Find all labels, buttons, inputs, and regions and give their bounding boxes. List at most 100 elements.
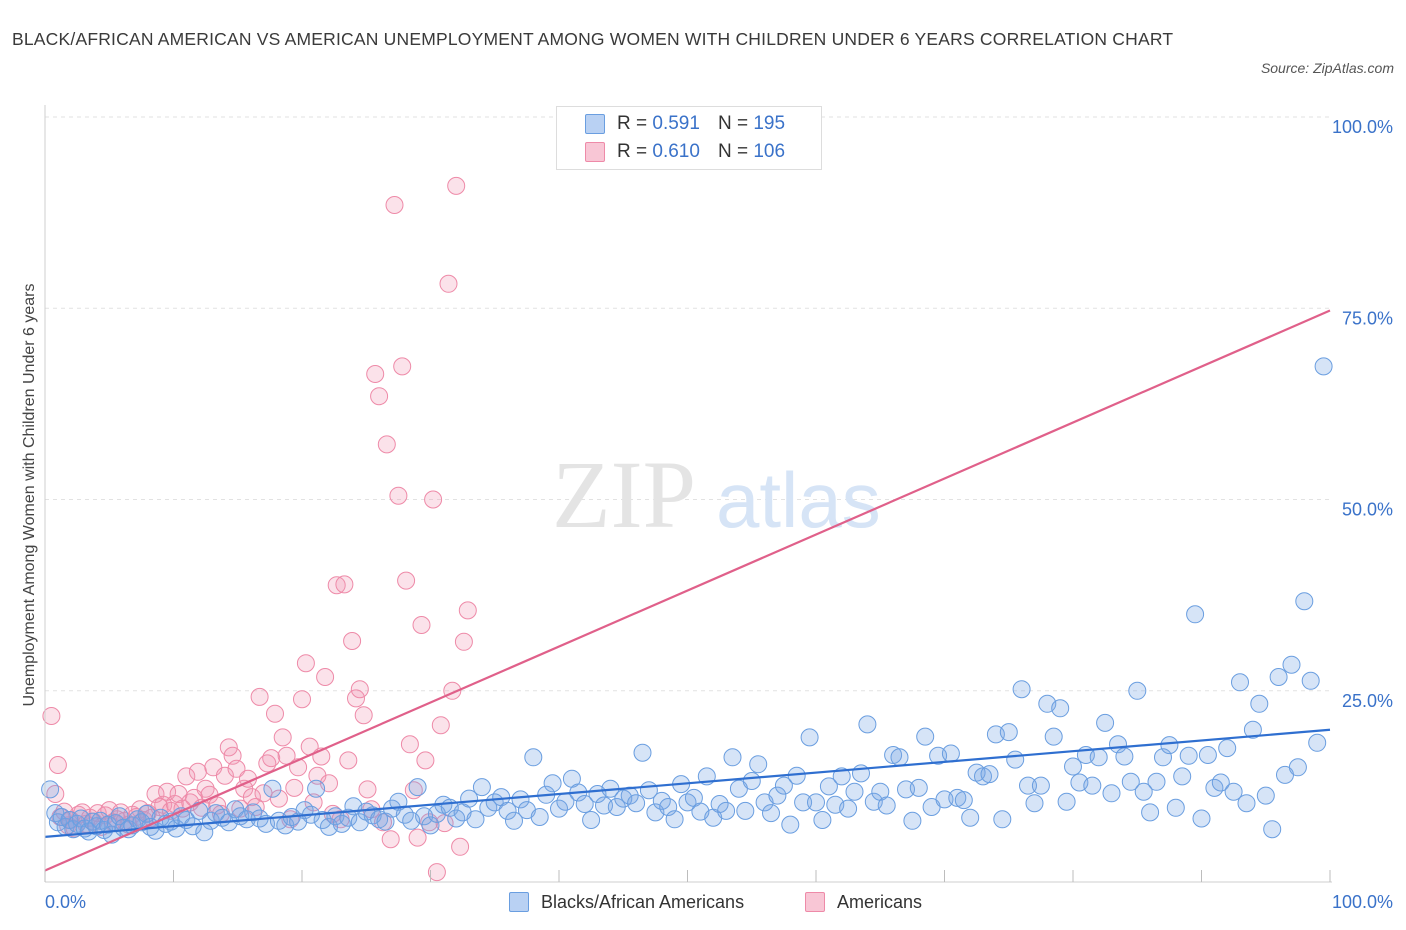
blacks-point: [543, 774, 562, 793]
y-tick-label: 100.0%: [1332, 117, 1393, 137]
americans-point: [393, 357, 412, 376]
blacks-point: [550, 799, 568, 818]
blacks-point: [472, 778, 491, 797]
americans-point: [316, 668, 335, 686]
blacks-point: [961, 808, 980, 827]
americans-point: [42, 707, 61, 725]
blacks-point: [524, 748, 543, 767]
chart-title: BLACK/AFRICAN AMERICAN VS AMERICAN UNEMP…: [12, 29, 1174, 49]
watermark-atlas: atlas: [716, 456, 881, 544]
x-tick-label: 0.0%: [45, 892, 86, 912]
americans-point: [48, 756, 67, 774]
legend-swatch-pink: [585, 142, 605, 162]
gridlines: [45, 116, 1330, 692]
blacks-point: [421, 816, 440, 835]
legend-r-pink: 0.610: [652, 141, 700, 162]
americans-point: [339, 751, 358, 770]
legend-n-blue: 195: [753, 113, 786, 134]
americans-points: [42, 176, 477, 882]
blacks-point: [954, 791, 973, 810]
blacks-point: [530, 808, 549, 826]
americans-point: [397, 571, 416, 590]
blacks-point: [1128, 681, 1147, 700]
blacks-point: [1121, 772, 1140, 791]
blacks-point: [665, 810, 684, 829]
blacks-point: [376, 812, 395, 831]
americans-trend-line: [44, 309, 1331, 872]
blacks-point: [1224, 782, 1243, 801]
blacks-point: [1218, 739, 1237, 758]
blacks-point: [1019, 776, 1037, 795]
legend-r-label: R =: [617, 113, 648, 134]
correlation-legend: R = 0.591 N = 195 R = 0.610 N = 106: [556, 106, 822, 170]
blacks-point: [1044, 727, 1063, 746]
americans-point: [273, 728, 292, 747]
legend-n-label: N =: [717, 141, 749, 162]
americans-point: [242, 788, 261, 807]
americans-point: [427, 863, 446, 882]
blacks-point: [723, 748, 742, 767]
americans-point: [412, 616, 431, 634]
blacks-point: [307, 779, 326, 798]
blacks-point: [511, 790, 530, 809]
blacks-point: [1134, 782, 1153, 801]
blacks-point: [980, 765, 999, 784]
blacks-point: [41, 780, 60, 799]
blacks-point: [941, 744, 960, 763]
blacks-point: [1198, 746, 1217, 764]
americans-point: [262, 749, 281, 768]
americans-point: [454, 632, 473, 651]
blacks-point: [1096, 713, 1115, 732]
blacks-point: [466, 810, 485, 829]
blacks-point: [1282, 655, 1301, 674]
blacks-point: [1012, 680, 1031, 699]
blacks-point: [736, 801, 755, 820]
blacks-point: [389, 792, 408, 811]
blacks-point: [1231, 673, 1249, 692]
blacks-point: [1173, 767, 1192, 786]
americans-point: [370, 387, 389, 406]
americans-point: [219, 738, 238, 757]
blacks-point: [1179, 746, 1198, 765]
americans-point: [285, 778, 304, 797]
blacks-point: [999, 723, 1018, 742]
blacks-point: [1064, 757, 1082, 776]
series-legend-americans: Americans: [805, 889, 922, 915]
blacks-point: [1250, 694, 1269, 713]
blacks-point: [774, 776, 793, 795]
americans-point: [65, 819, 84, 838]
blacks-point: [1256, 786, 1275, 805]
blacks-point: [742, 772, 761, 790]
blacks-point: [1147, 772, 1166, 791]
blacks-point: [1115, 747, 1134, 766]
americans-point: [458, 601, 477, 620]
blacks-point: [1192, 809, 1211, 828]
blacks-point: [1269, 668, 1288, 686]
americans-point: [358, 780, 377, 799]
blacks-point: [1237, 794, 1256, 813]
americans-point: [188, 762, 207, 781]
americans-point: [293, 690, 311, 709]
blacks-point: [1102, 784, 1121, 803]
blacks-point: [339, 808, 358, 827]
blacks-point: [633, 743, 652, 762]
blacks-point: [1083, 776, 1102, 795]
blacks-point: [807, 793, 825, 812]
blacks-point: [832, 767, 851, 786]
americans-point: [296, 654, 315, 673]
blacks-point: [877, 796, 896, 815]
americans-point: [177, 767, 196, 786]
legend-swatch-blue: [585, 114, 605, 134]
blacks-point: [800, 728, 819, 747]
legend-r-label: R =: [617, 141, 648, 162]
blacks-point: [1089, 748, 1108, 767]
blacks-point: [678, 793, 697, 812]
blacks-point: [890, 748, 909, 767]
blacks-point: [110, 807, 129, 826]
blacks-point: [505, 811, 523, 830]
blacks-point: [1166, 798, 1185, 817]
blacks-point: [993, 810, 1012, 829]
americans-point: [366, 365, 385, 383]
americans-point: [389, 486, 408, 505]
